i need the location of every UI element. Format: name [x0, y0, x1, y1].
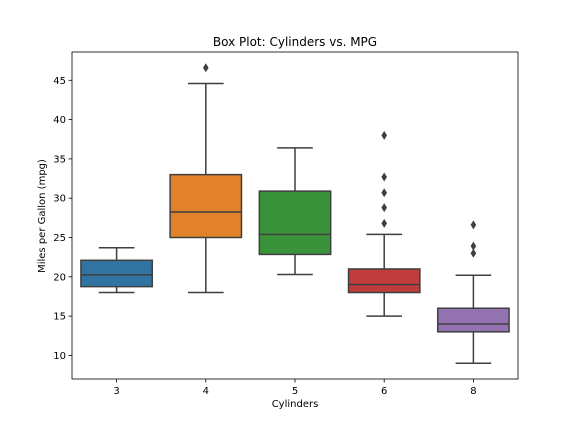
- y-tick-label: 45: [53, 76, 66, 87]
- outlier-point: [470, 220, 477, 230]
- outlier-point: [381, 203, 387, 213]
- outlier-point: [381, 130, 387, 140]
- x-tick-label: 4: [203, 386, 209, 397]
- x-tick-label: 6: [381, 386, 387, 397]
- box-4: [169, 173, 243, 239]
- outlier-point: [203, 63, 209, 73]
- x-tick-label: 8: [470, 386, 476, 397]
- box-8: [436, 307, 510, 333]
- x-tick-label: 5: [292, 386, 298, 397]
- y-tick-label: 20: [53, 272, 66, 283]
- y-tick-label: 10: [53, 351, 66, 362]
- outlier-point: [470, 248, 477, 258]
- y-tick-label: 35: [53, 154, 66, 165]
- outlier-point: [381, 172, 387, 182]
- chart-title: Box Plot: Cylinders vs. MPG: [213, 35, 377, 49]
- x-axis-label: Cylinders: [272, 399, 319, 410]
- y-tick-label: 15: [53, 312, 66, 323]
- y-axis-label: Miles per Gallon (mpg): [37, 159, 48, 273]
- box-3: [80, 259, 154, 288]
- outlier-point: [470, 241, 477, 251]
- outlier-point: [381, 218, 387, 228]
- box-5: [258, 190, 332, 256]
- outlier-point: [381, 188, 387, 198]
- y-tick-label: 25: [53, 233, 66, 244]
- x-tick-label: 3: [113, 386, 119, 397]
- y-tick-label: 40: [53, 115, 66, 126]
- y-tick-label: 30: [53, 194, 66, 205]
- box-6: [347, 268, 421, 294]
